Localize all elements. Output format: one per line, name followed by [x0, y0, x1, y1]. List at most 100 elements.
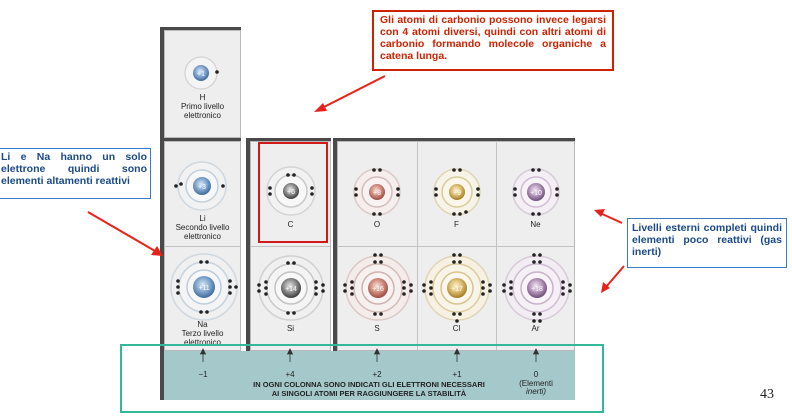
electron: [452, 260, 456, 264]
atom-h-nucleus: [193, 65, 209, 81]
arrow-left-head: [151, 246, 163, 256]
page-number: 43: [760, 387, 774, 402]
electron: [354, 187, 358, 191]
electron: [532, 312, 536, 316]
electron: [310, 186, 314, 190]
noble-note-2: inerti): [525, 387, 546, 396]
nucleus-label-h: +1: [197, 71, 205, 78]
electron: [176, 279, 180, 283]
col1-shadow-top: [160, 138, 241, 142]
electron: [532, 260, 536, 264]
electron: [292, 261, 296, 265]
callout-carbon: Gli atomi di carbonio possono invece leg…: [372, 10, 614, 71]
electron: [314, 280, 318, 284]
atom-f-nucleus: [449, 184, 465, 200]
symbol-o: O: [373, 220, 381, 229]
stability-frame: [120, 344, 604, 413]
row-divider-c3: [337, 246, 575, 247]
electron: [561, 292, 565, 296]
electron: [402, 280, 406, 284]
value-col5: 0: [533, 370, 539, 379]
atom-f: [433, 168, 481, 216]
electron: [379, 312, 383, 316]
electron: [458, 260, 462, 264]
electron: [350, 280, 354, 284]
callout-reactive-text: Li e Na hanno un solo elettrone quindi s…: [1, 151, 147, 187]
electron: [568, 283, 572, 287]
electron: [488, 283, 492, 287]
electron: [458, 212, 462, 216]
electron: [286, 311, 290, 315]
atom-ar-nucleus: [527, 278, 547, 298]
electron: [396, 193, 400, 197]
atom-cl-nucleus: [447, 278, 467, 298]
callout-carbon-text: Gli atomi di carbonio possono invece leg…: [380, 14, 606, 62]
electron: [537, 212, 541, 216]
col1-shadow: [160, 138, 166, 400]
callout-inert-text: Livelli esterni completi quindi elementi…: [632, 222, 782, 258]
electron: [205, 260, 209, 264]
h-panel-shadow-top: [160, 27, 241, 31]
electron: [538, 260, 542, 264]
caption-li-2: elettronico: [184, 232, 221, 241]
electron: [292, 311, 296, 315]
electron: [321, 289, 325, 293]
electron: [476, 193, 480, 197]
electron: [350, 292, 354, 296]
electron: [458, 168, 462, 172]
arrow-top-head: [314, 103, 327, 112]
red-arrows: [87, 75, 625, 293]
electron: [257, 283, 261, 287]
value-col4: +1: [452, 370, 462, 379]
electron: [221, 184, 225, 188]
electron: [458, 312, 462, 316]
electron: [434, 193, 438, 197]
electron: [509, 292, 513, 296]
electron: [481, 280, 485, 284]
electron: [476, 187, 480, 191]
electron: [488, 289, 492, 293]
electron: [538, 312, 542, 316]
caption-li-1: Secondo livello: [175, 223, 230, 232]
electron: [264, 280, 268, 284]
arrow-top: [321, 75, 386, 109]
electron: [257, 289, 261, 293]
electron: [509, 280, 513, 284]
col2-shadow: [246, 138, 252, 400]
electron: [481, 286, 485, 290]
symbol-c: C: [287, 220, 294, 229]
atom-o: [353, 168, 401, 216]
symbol-s: S: [374, 324, 380, 333]
electron: [409, 289, 413, 293]
electron: [509, 286, 513, 290]
value-arrows: [199, 348, 540, 362]
nucleus-label-ar: +18: [531, 286, 543, 293]
electron: [264, 292, 268, 296]
electron: [174, 184, 178, 188]
col3-shadow-top: [333, 138, 575, 142]
electron: [378, 168, 382, 172]
symbol-li: Li: [199, 214, 206, 223]
nucleus-label-na: +11: [198, 285, 209, 292]
electron: [176, 291, 180, 295]
row-divider-c2: [250, 246, 331, 247]
electron: [537, 168, 541, 172]
atom-h: [184, 56, 219, 90]
electron: [402, 286, 406, 290]
electron: [228, 279, 232, 283]
atom-si-nucleus: [281, 278, 301, 298]
electron: [176, 285, 180, 289]
atom-s-nucleus: [368, 278, 388, 298]
electron: [422, 283, 426, 287]
electron: [379, 260, 383, 264]
value-col1: −1: [198, 370, 208, 379]
electron: [205, 310, 209, 314]
electron: [455, 319, 459, 323]
electron: [179, 182, 183, 186]
atom-ar: [502, 253, 572, 323]
electron: [314, 292, 318, 296]
electron: [458, 253, 462, 257]
electron: [379, 253, 383, 257]
electron: [372, 212, 376, 216]
